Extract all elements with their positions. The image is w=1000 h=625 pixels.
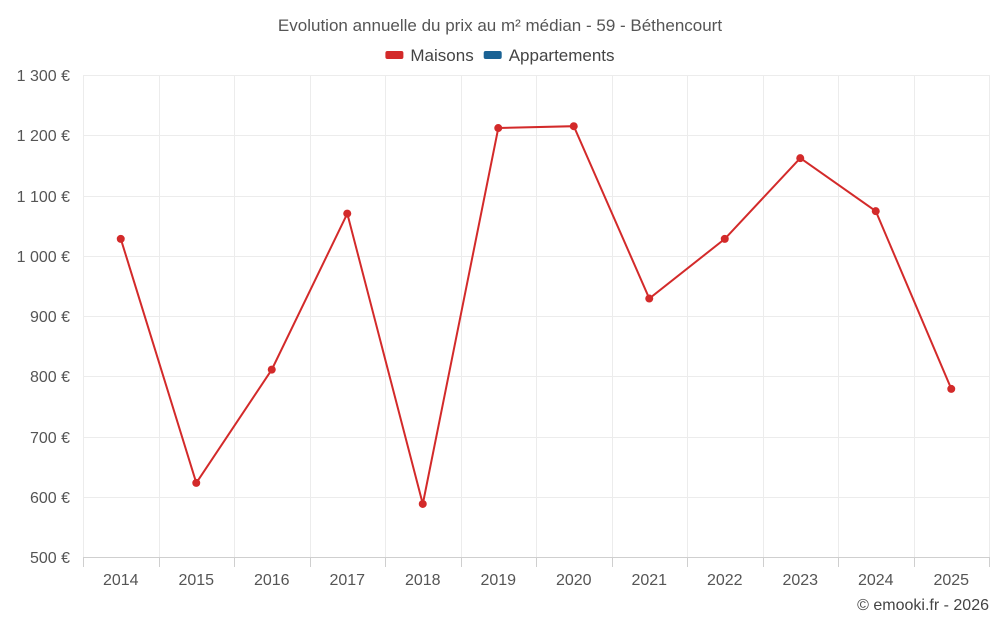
data-point[interactable] — [116, 234, 125, 243]
series-line-maisons — [119, 125, 953, 505]
data-point[interactable] — [418, 499, 427, 508]
x-tick-label: 2014 — [103, 572, 139, 589]
data-point[interactable] — [645, 294, 654, 303]
credit-text: © emooki.fr - 2026 — [857, 597, 989, 614]
y-tick-label: 1 000 € — [17, 249, 70, 266]
series-layer — [116, 122, 956, 508]
legend-swatch — [385, 51, 404, 59]
y-tick-label: 800 € — [30, 369, 70, 386]
y-tick-label: 900 € — [30, 309, 70, 326]
x-tick-label: 2019 — [480, 572, 516, 589]
x-tick-label: 2016 — [254, 572, 290, 589]
chart-title: Evolution annuelle du prix au m² médian … — [278, 16, 722, 35]
data-point[interactable] — [267, 365, 276, 374]
axes: 500 € 600 € 700 € 800 € 900 € 1 000 € 1 100 € 1… — [17, 68, 990, 589]
legend-swatch — [483, 51, 502, 59]
y-tick-label: 600 € — [30, 490, 70, 507]
grid — [83, 75, 990, 557]
x-tick-label: 2023 — [782, 572, 818, 589]
data-point[interactable] — [494, 124, 503, 133]
y-tick-label: 1 100 € — [17, 189, 70, 206]
data-point[interactable] — [796, 154, 805, 163]
data-point[interactable] — [947, 384, 956, 393]
legend-item-appartements[interactable]: Appartements — [483, 46, 615, 65]
data-point[interactable] — [720, 234, 729, 243]
y-tick-label: 500 € — [30, 550, 70, 567]
data-point[interactable] — [343, 209, 352, 218]
y-tick-label: 1 200 € — [17, 128, 70, 145]
x-tick-label: 2021 — [631, 572, 667, 589]
legend-item-maisons[interactable]: Maisons — [385, 46, 474, 65]
data-point[interactable] — [569, 122, 578, 131]
legend-label: Appartements — [509, 46, 615, 65]
y-tick-label: 700 € — [30, 430, 70, 447]
x-tick-label: 2017 — [329, 572, 365, 589]
data-point[interactable] — [871, 207, 880, 216]
legend-label: Maisons — [410, 46, 473, 65]
y-tick-label: 1 300 € — [17, 68, 70, 85]
data-point[interactable] — [192, 478, 201, 487]
x-tick-label: 2024 — [858, 572, 894, 589]
x-tick-label: 2022 — [707, 572, 743, 589]
x-tick-label: 2020 — [556, 572, 592, 589]
legend: Maisons Appartements — [385, 46, 615, 65]
x-tick-label: 2025 — [933, 572, 969, 589]
x-tick-label: 2018 — [405, 572, 441, 589]
x-tick-label: 2015 — [178, 572, 214, 589]
